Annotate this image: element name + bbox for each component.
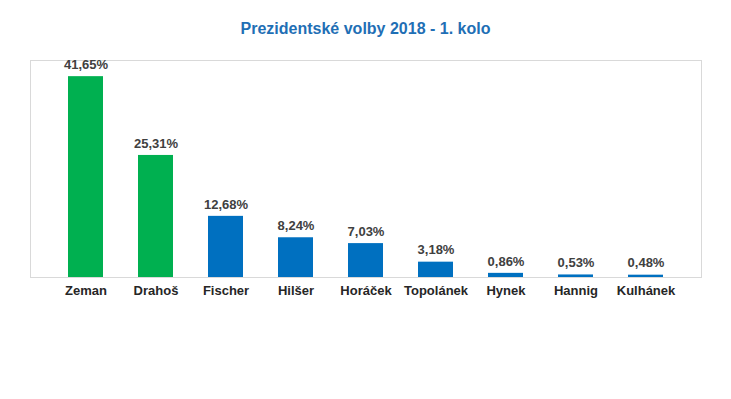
svg-text:8,24%: 8,24% — [278, 218, 315, 233]
svg-text:41,65%: 41,65% — [64, 57, 109, 72]
svg-text:Fischer: Fischer — [203, 283, 249, 298]
svg-text:Horáček: Horáček — [340, 283, 392, 298]
svg-text:0,86%: 0,86% — [488, 254, 525, 269]
svg-text:0,48%: 0,48% — [628, 255, 665, 270]
svg-text:25,31%: 25,31% — [134, 136, 179, 151]
svg-text:Drahoš: Drahoš — [134, 283, 179, 298]
svg-text:Topolánek: Topolánek — [404, 283, 469, 298]
svg-text:Kulhánek: Kulhánek — [617, 283, 676, 298]
svg-text:3,18%: 3,18% — [418, 242, 455, 257]
svg-text:7,03%: 7,03% — [348, 224, 385, 239]
svg-text:12,68%: 12,68% — [204, 197, 249, 212]
html-text:Prezidentské volby 2018 - 1. k: Prezidentské volby 2018 - 1. kolo — [240, 20, 491, 37]
svg-text:Hannig: Hannig — [554, 283, 598, 298]
svg-text:0,53%: 0,53% — [558, 255, 595, 270]
svg-text:Zeman: Zeman — [65, 283, 107, 298]
svg-text:Hilšer: Hilšer — [278, 283, 314, 298]
svg-text:Hynek: Hynek — [486, 283, 526, 298]
